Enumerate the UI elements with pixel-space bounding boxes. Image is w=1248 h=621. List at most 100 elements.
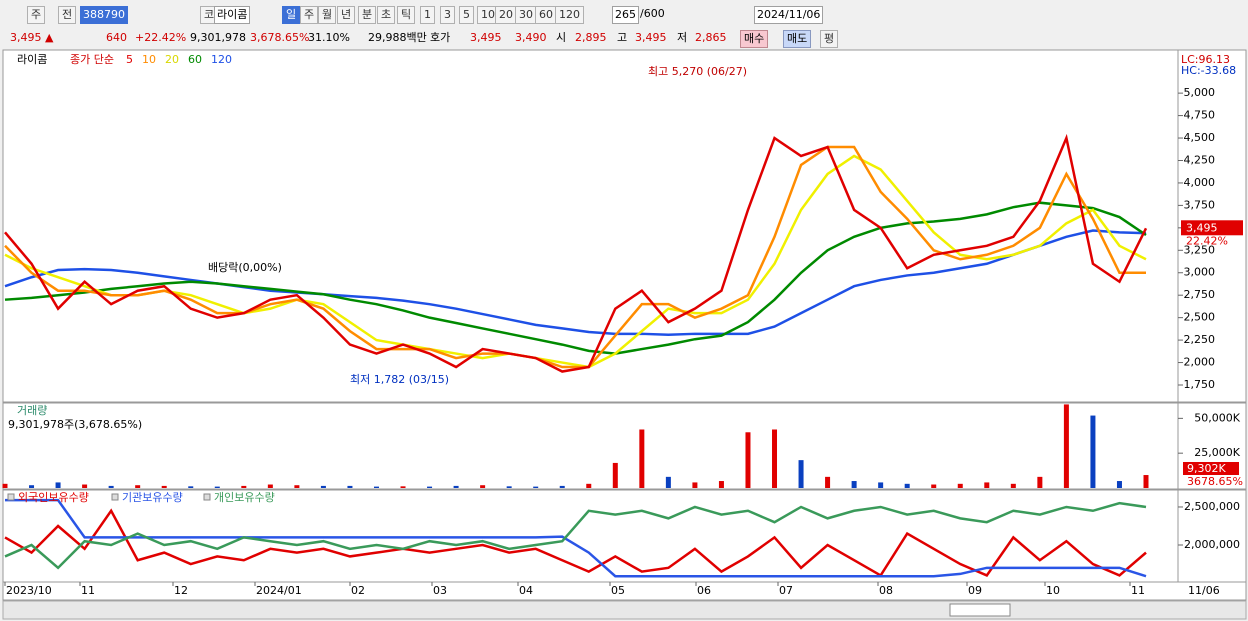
quote-change: 640 xyxy=(106,31,127,44)
toolbar-item[interactable]: 분 xyxy=(358,6,377,24)
volume-bar xyxy=(984,482,990,488)
toolbar-item[interactable]: 388790 xyxy=(80,6,128,24)
volume-bar xyxy=(1037,476,1043,488)
toolbar-item[interactable]: 20 xyxy=(495,6,517,24)
x-tick-label: 2024/01 xyxy=(256,584,302,597)
last-value-label: 3,495 xyxy=(1186,221,1218,234)
quote-buy[interactable]: 매수 xyxy=(740,30,769,48)
y-tick-label: 3,250 xyxy=(1184,243,1216,256)
volume-bar xyxy=(957,483,963,488)
volume-bar xyxy=(2,483,8,488)
toolbar-item[interactable]: 월 xyxy=(318,6,337,24)
toolbar-item[interactable]: 10 xyxy=(477,6,499,24)
holding-axis xyxy=(1177,489,1247,583)
legend-label: 종가 단순 xyxy=(70,53,114,66)
quote-sell[interactable]: 매도 xyxy=(783,30,812,48)
legend-entry: 외국인보유수량 xyxy=(18,491,89,504)
toolbar-item[interactable]: 초 xyxy=(377,6,396,24)
toolbar-item[interactable]: 전 xyxy=(58,6,77,24)
volume-bar xyxy=(1063,404,1069,488)
x-tick-label: 05 xyxy=(611,584,625,597)
zoom-slider[interactable] xyxy=(949,603,1011,617)
toolbar-item[interactable]: 년 xyxy=(337,6,356,24)
volume-bar xyxy=(135,485,141,488)
series-line xyxy=(4,133,1148,373)
volume-bar xyxy=(1116,481,1122,488)
volume-bar xyxy=(931,484,937,488)
volume-bar xyxy=(320,485,326,488)
volume-bar xyxy=(639,429,645,488)
quote-bid: 3,490 xyxy=(515,31,547,44)
toolbar-item[interactable]: 3 xyxy=(440,6,455,24)
x-tick-label: 08 xyxy=(879,584,893,597)
toolbar-item[interactable]: 틱 xyxy=(397,6,416,24)
y-tick-label: 50,000K xyxy=(1194,411,1240,424)
quote-high: 3,495 xyxy=(635,31,667,44)
quote-avg[interactable]: 평 xyxy=(820,30,839,48)
toolbar-item[interactable]: 30 xyxy=(515,6,537,24)
volume-bar xyxy=(772,429,778,488)
toolbar-item[interactable]: 60 xyxy=(535,6,557,24)
series-line xyxy=(4,229,1147,336)
x-tick-label: 03 xyxy=(433,584,447,597)
series-line xyxy=(5,498,1147,578)
scrollbar[interactable] xyxy=(2,600,1247,620)
toolbar-item[interactable]: 5 xyxy=(459,6,474,24)
legend-entry: 5 xyxy=(126,53,133,66)
y-tick-label: 2,000 xyxy=(1184,356,1216,369)
volume-bar xyxy=(825,476,831,488)
toolbar-item[interactable]: 주 xyxy=(27,6,46,24)
y-tick-label: 3,750 xyxy=(1184,198,1216,211)
y-tick-label: 4,500 xyxy=(1184,131,1216,144)
side-label-hc: HC:-33.68 xyxy=(1181,64,1236,77)
toolbar-item[interactable]: 1 xyxy=(420,6,435,24)
volume-bar xyxy=(1010,483,1016,488)
quote-change-pct: +22.42% xyxy=(135,31,187,44)
volume-bar xyxy=(108,485,114,488)
series-line xyxy=(4,501,1147,570)
x-tick-label: 02 xyxy=(351,584,365,597)
legend-entry: 120 xyxy=(211,53,232,66)
date-input[interactable]: 2024/11/06 xyxy=(754,6,824,24)
holding-panel xyxy=(2,489,1179,583)
quote-low-label: 저 xyxy=(677,31,688,44)
volume-bar xyxy=(904,483,910,488)
toolbar-item[interactable]: 120 xyxy=(555,6,584,24)
volume-bar xyxy=(533,486,539,488)
x-axis xyxy=(2,581,1247,601)
annotation-low: 최저 1,782 (03/15) xyxy=(350,373,449,386)
count-max: /600 xyxy=(640,7,665,20)
x-tick-label: 04 xyxy=(519,584,533,597)
count-input[interactable]: 265 xyxy=(612,6,639,24)
volume-bar xyxy=(878,482,884,488)
quote-high-label: 고 xyxy=(617,31,628,44)
volume-last-pct: 3678.65% xyxy=(1187,475,1243,488)
volume-bar xyxy=(82,484,88,488)
annotation-dividend: 배당락(0,00%) xyxy=(208,261,282,274)
quote-open: 2,895 xyxy=(575,31,607,44)
annotation-high: 최고 5,270 (06/27) xyxy=(648,65,747,78)
volume-bar xyxy=(161,485,167,488)
toolbar-item[interactable]: 라이콤 xyxy=(214,6,251,24)
series-line xyxy=(4,508,1147,578)
volume-title: 거래량 xyxy=(17,404,47,417)
y-tick-label: 2,000,000 xyxy=(1184,538,1240,551)
volume-bar xyxy=(612,462,618,488)
y-tick-label: 4,250 xyxy=(1184,153,1216,166)
legend-entry: 개인보유수량 xyxy=(214,491,275,504)
x-tick-label: 09 xyxy=(968,584,982,597)
last-change-label: 22.42% xyxy=(1186,234,1228,247)
legend-entry: 20 xyxy=(165,53,179,66)
legend-entry: 기관보유수량 xyxy=(122,491,183,504)
quote-volume: 9,301,978 xyxy=(190,31,246,44)
volume-bar xyxy=(188,486,194,488)
toolbar-item[interactable]: 일 xyxy=(282,6,301,24)
quote-amount: 29,988백만 xyxy=(368,31,427,44)
side-label-lc: LC:96.13 xyxy=(1181,53,1230,66)
x-tick-label: 11 xyxy=(81,584,95,597)
toolbar-item[interactable]: 주 xyxy=(300,6,319,24)
series-line xyxy=(4,201,1147,355)
volume-bar xyxy=(400,486,406,488)
volume-bar xyxy=(559,485,565,488)
